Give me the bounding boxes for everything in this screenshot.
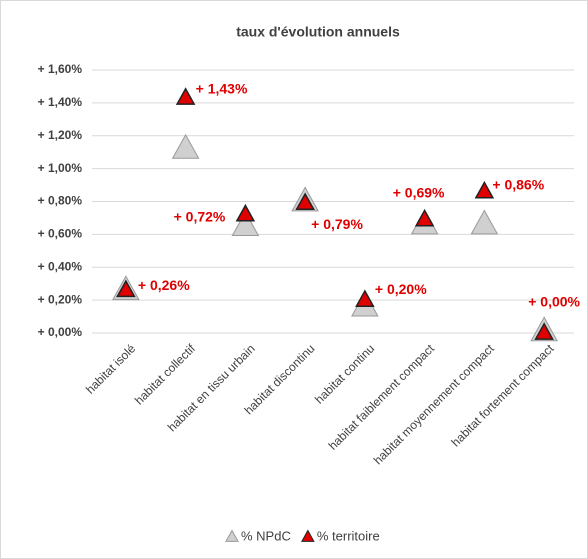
legend-marker: [301, 529, 315, 542]
y-tick-label: + 1,40%: [38, 95, 83, 109]
y-tick-label: + 1,20%: [38, 128, 83, 142]
chart-title: taux d'évolution annuels: [236, 24, 400, 40]
marker: [116, 279, 136, 298]
y-tick-label: + 1,00%: [38, 161, 83, 175]
marker: [414, 208, 435, 227]
y-tick-label: + 0,60%: [38, 227, 83, 241]
marker: [175, 87, 196, 105]
y-tick-label: + 0,20%: [38, 292, 83, 306]
marker: [474, 180, 495, 199]
marker: [295, 192, 315, 211]
y-tick-label: + 0,00%: [38, 325, 83, 339]
data-label: + 0,26%: [138, 277, 190, 293]
data-label: + 0,72%: [174, 208, 226, 224]
marker: [470, 209, 499, 235]
marker: [534, 322, 554, 340]
data-label: + 0,79%: [311, 216, 363, 232]
data-label: + 0,20%: [375, 281, 427, 297]
marker: [171, 133, 200, 159]
y-tick-label: + 0,80%: [38, 194, 83, 208]
marker: [355, 289, 375, 307]
data-label: + 0,69%: [393, 184, 445, 200]
data-label: + 0,86%: [492, 176, 544, 192]
legend-label: % NPdC: [241, 528, 291, 543]
marker: [231, 211, 260, 237]
y-tick-label: + 1,60%: [38, 62, 83, 76]
data-label: + 0,00%: [528, 294, 580, 310]
marker: [235, 203, 256, 222]
legend-label: % territoire: [317, 528, 380, 543]
y-tick-label: + 0,40%: [38, 259, 83, 273]
legend-marker: [225, 529, 239, 542]
data-label: + 1,43%: [196, 81, 248, 97]
